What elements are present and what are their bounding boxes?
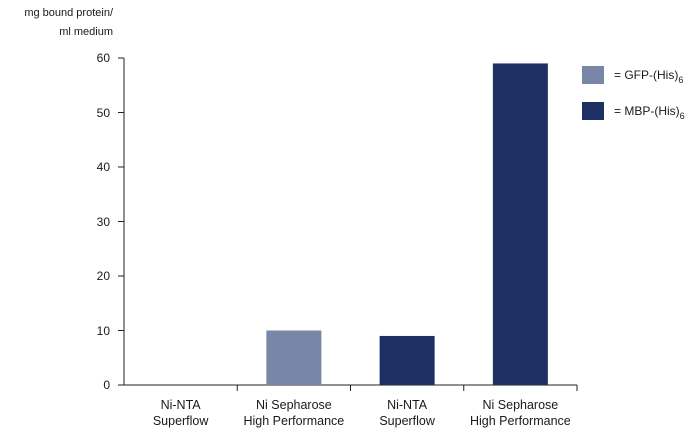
x-tick-label: Ni-NTA Superflow (116, 397, 246, 429)
bar (266, 330, 322, 385)
x-tick-label-line2: Superflow (152, 414, 209, 428)
y-tick-label: 20 (96, 269, 110, 283)
x-tick-label-line1: Ni-NTA (160, 398, 201, 412)
y-axis-title-line2: ml medium (59, 26, 113, 38)
y-tick-label: 40 (96, 160, 110, 174)
x-tick-label-line2: High Performance (470, 414, 571, 428)
y-tick-label: 60 (96, 51, 110, 65)
x-tick-label: Ni Sepharose High Performance (455, 397, 585, 429)
x-tick-label-line1: Ni Sepharose (256, 398, 332, 412)
y-tick-label: 50 (96, 105, 110, 120)
y-tick-label: 30 (96, 214, 110, 229)
x-tick-label-line1: Ni-NTA (387, 398, 428, 412)
x-tick-label: Ni-NTA Superflow (342, 397, 472, 429)
y-tick-label: 10 (96, 323, 110, 338)
legend-label-gfp: = GFP-(His)6 (614, 68, 684, 85)
y-axis-title-line1: mg bound protein/ (24, 7, 113, 19)
bar (492, 63, 548, 385)
y-tick-label: 0 (103, 378, 110, 392)
x-tick-label-line2: Superflow (379, 414, 435, 428)
legend-swatch-mbp (582, 102, 604, 120)
x-tick-label: Ni Sepharose High Performance (229, 397, 359, 429)
bar (379, 335, 435, 385)
legend-label-mbp: = MBP-(His)6 (614, 104, 685, 121)
x-tick-label-line2: High Performance (243, 414, 345, 428)
x-tick-label-line1: Ni Sepharose (482, 398, 559, 412)
legend-swatch-gfp (582, 66, 604, 84)
